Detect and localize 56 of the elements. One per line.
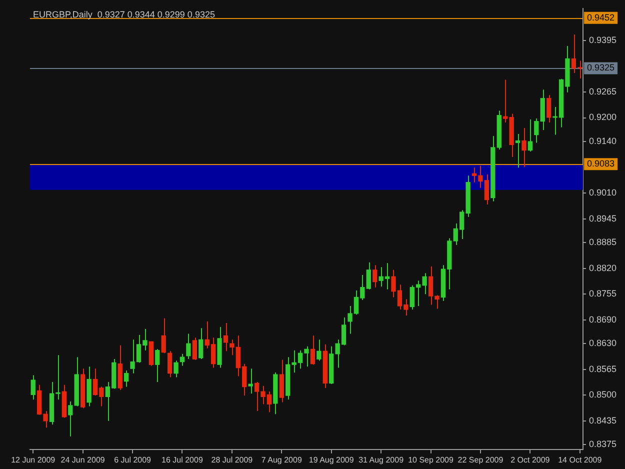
- candlestick: [198, 328, 204, 360]
- candlestick: [540, 89, 545, 131]
- candlestick: [161, 318, 166, 354]
- candlestick: [124, 370, 129, 388]
- y-tick-label: 0.9010: [589, 188, 617, 198]
- candlestick: [528, 118, 533, 152]
- x-tick-label: 31 Aug 2009: [358, 455, 404, 464]
- x-tick-label: 19 Aug 2009: [308, 455, 354, 464]
- y-tick-label: 0.8690: [589, 314, 617, 324]
- candlestick: [30, 374, 36, 400]
- y-tick-label: 0.9140: [589, 136, 617, 146]
- x-tick-label: 10 Sep 2009: [408, 455, 454, 464]
- candlestick: [310, 335, 316, 366]
- candlestick: [372, 264, 378, 288]
- candlestick: [155, 348, 160, 383]
- candlestick: [192, 337, 197, 360]
- y-tick-label: 0.8565: [589, 364, 617, 374]
- y-tick-label: 0.8435: [589, 415, 617, 426]
- candlestick: [174, 360, 178, 378]
- ref-line-label: 0.9325: [587, 62, 615, 73]
- y-tick-label: 0.8820: [589, 262, 617, 273]
- y-tick-label: 0.9395: [589, 34, 617, 45]
- candlestick: [546, 94, 552, 124]
- y-tick-label: 0.8375: [589, 439, 617, 450]
- y-tick-label: 0.8945: [589, 213, 617, 224]
- candlestick: [534, 118, 539, 144]
- x-tick-label: 16 Jul 2009: [162, 455, 204, 464]
- candlestick: [316, 339, 322, 362]
- x-tick-label: 6 Jul 2009: [114, 455, 152, 464]
- candlestick: [180, 353, 185, 366]
- candlestick: [223, 322, 228, 352]
- candlestick: [522, 128, 526, 168]
- y-tick-label: 0.9200: [589, 112, 617, 122]
- x-tick-label: 12 Jun 2009: [11, 455, 56, 464]
- chart-title: EURGBP,Daily 0.9327 0.9344 0.9299 0.9325: [33, 9, 215, 20]
- y-tick-label: 0.8630: [589, 338, 617, 348]
- x-tick-label: 7 Aug 2009: [261, 455, 302, 464]
- x-tick-label: 24 Jun 2009: [60, 455, 106, 464]
- x-tick-label: 22 Sep 2009: [458, 455, 504, 464]
- y-tick-label: 0.8885: [589, 237, 617, 248]
- x-tick-label: 2 Oct 2009: [510, 455, 550, 464]
- y-tick-label: 0.8755: [589, 288, 617, 299]
- candlestick: [167, 350, 172, 378]
- candlestick: [248, 368, 253, 394]
- x-tick-label: 14 Oct 2009: [558, 455, 602, 464]
- candlestick: [68, 400, 73, 437]
- ref-line-label: 0.9083: [587, 158, 615, 169]
- y-tick-label: 0.9265: [589, 86, 617, 96]
- candlestick: [186, 333, 191, 360]
- candlestick: [86, 366, 92, 407]
- x-tick-label: 28 Jul 2009: [211, 455, 254, 464]
- candlestick: [279, 359, 284, 403]
- y-tick-label: 0.8500: [589, 390, 617, 400]
- candlestick: [515, 134, 520, 168]
- candlestick: [148, 341, 154, 366]
- ref-line-label: 0.9452: [587, 12, 615, 22]
